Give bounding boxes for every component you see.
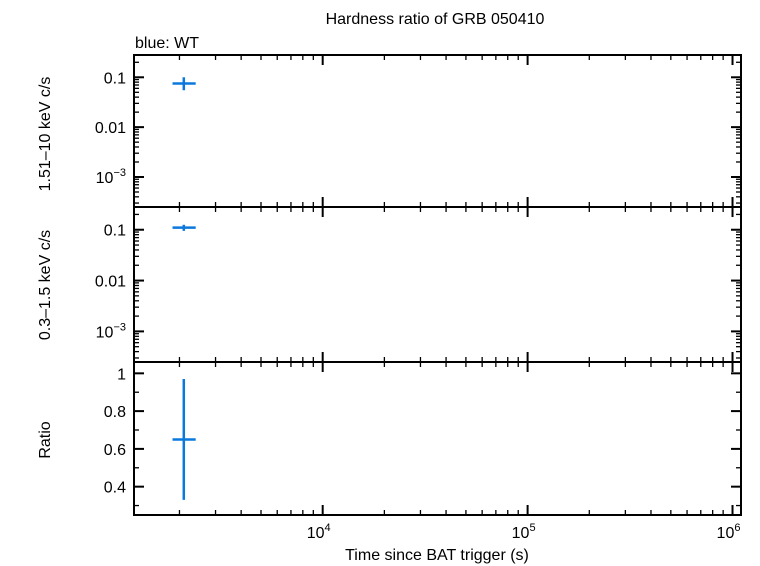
panel-frame — [133, 361, 742, 516]
y-tick-label: 10−3 — [96, 167, 126, 187]
y-tick-label: 0.6 — [104, 442, 126, 459]
y-tick-label: 0.01 — [95, 120, 126, 137]
x-axis-label: Time since BAT trigger (s) — [345, 547, 529, 564]
ylabel-ratio: Ratio — [37, 421, 54, 458]
y-tick-label: 0.4 — [104, 480, 126, 497]
panel-ratio: 1 0.8 0.6 0.4 — [104, 361, 742, 516]
panel-hard-band: 0.1 0.01 10−3 — [95, 54, 742, 208]
y-tick-label: 1 — [117, 366, 126, 383]
y-tick-label: 0.1 — [104, 70, 126, 87]
panel-soft-band: 0.1 0.01 10−3 — [95, 206, 742, 363]
ylabel-soft-band: 0.3–1.5 keV c/s — [37, 230, 54, 340]
chart-title: Hardness ratio of GRB 050410 — [326, 11, 545, 28]
x-axis: 104 105 106 — [307, 522, 741, 542]
panel-frame — [133, 206, 742, 363]
y-tick-label: 0.1 — [104, 223, 126, 240]
x-tick-label: 104 — [307, 522, 331, 542]
ylabel-hard-band: 1.51–10 keV c/s — [37, 77, 54, 192]
y-tick-label: 0.8 — [104, 404, 126, 421]
panel-frame — [133, 54, 742, 208]
x-tick-label: 105 — [512, 522, 536, 542]
y-tick-label: 0.01 — [95, 274, 126, 291]
y-tick-label: 10−3 — [96, 321, 126, 341]
x-tick-label: 106 — [717, 522, 741, 542]
chart-subtitle: blue: WT — [135, 35, 199, 52]
